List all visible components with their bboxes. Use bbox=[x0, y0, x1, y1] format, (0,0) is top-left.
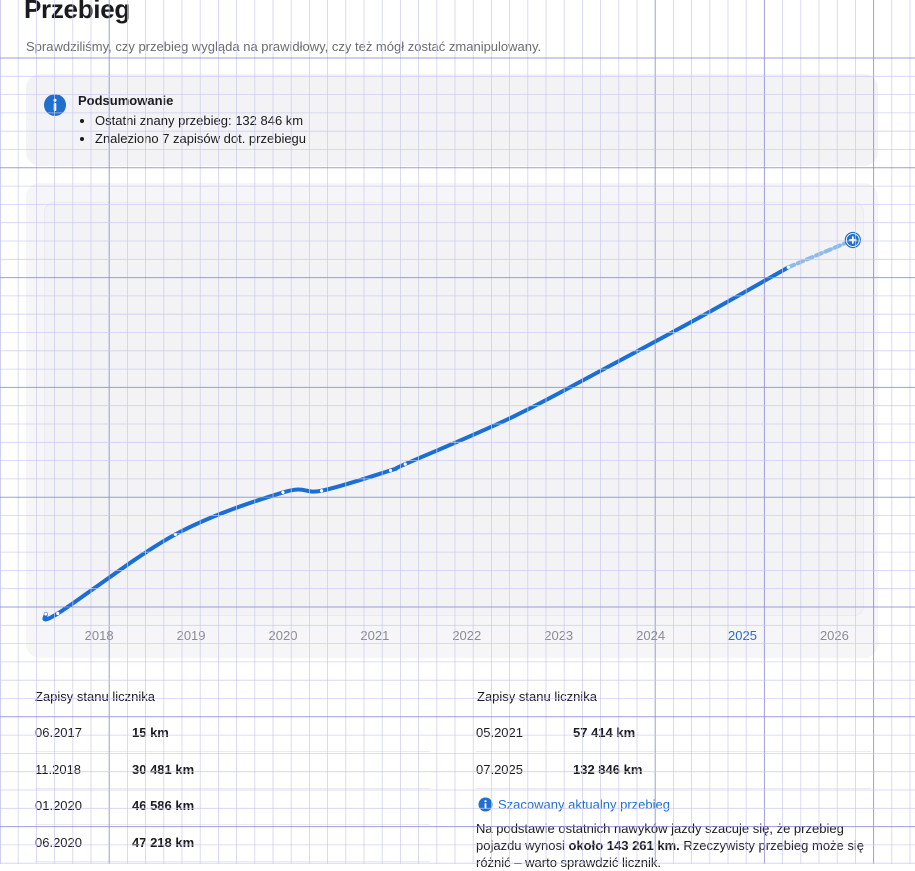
x-axis-tick-label: 2026 bbox=[820, 628, 849, 643]
mileage-chart-plot-area bbox=[44, 202, 864, 616]
estimate-text-before: Na podstawie ostatnich nawyków jazdy sza… bbox=[476, 821, 844, 853]
summary-item-last-mileage: Ostatni znany przebieg: 132 846 km bbox=[95, 112, 306, 130]
record-date: 05.2021 bbox=[476, 725, 523, 740]
left-record-row: 01.2020 46 586 km bbox=[35, 788, 430, 825]
mileage-record-point[interactable] bbox=[281, 490, 285, 494]
x-axis-tick-label: 2025 bbox=[728, 628, 757, 643]
mileage-record-point[interactable] bbox=[786, 265, 791, 269]
mileage-series-line bbox=[42, 265, 791, 622]
record-mileage: 30 481 km bbox=[132, 761, 195, 777]
x-axis-tick-label: 2023 bbox=[544, 628, 573, 643]
mileage-record-point[interactable] bbox=[388, 468, 393, 473]
mileage-record-point[interactable] bbox=[56, 611, 60, 616]
record-date: 06.2020 bbox=[35, 834, 82, 850]
estimate-point-marker[interactable] bbox=[844, 231, 861, 249]
summary-title: Podsumowanie bbox=[78, 93, 174, 108]
estimate-text-bold: około 143 261 km. bbox=[568, 838, 680, 853]
page-title: Przebieg bbox=[24, 0, 130, 24]
x-axis-tick-label: 2018 bbox=[85, 628, 114, 643]
record-mileage: 132 846 km bbox=[573, 761, 643, 777]
record-mileage: 47 218 km bbox=[132, 834, 195, 850]
record-date: 07.2025 bbox=[476, 761, 523, 777]
records-right-title: Zapisy stanu licznika bbox=[477, 689, 597, 704]
x-axis-tick-label: 2019 bbox=[177, 628, 206, 643]
record-mileage: 46 586 km bbox=[132, 798, 195, 813]
x-axis-tick-label: 2022 bbox=[452, 628, 481, 643]
record-mileage: 57 414 km bbox=[573, 725, 636, 740]
mileage-record-point[interactable] bbox=[44, 612, 48, 616]
record-mileage: 15 km bbox=[132, 725, 169, 740]
record-date: 01.2020 bbox=[35, 798, 82, 813]
summary-box: Podsumowanie Ostatni znany przebieg: 132… bbox=[26, 74, 878, 166]
x-axis-tick-label: 2020 bbox=[269, 628, 298, 643]
record-date: 06.2017 bbox=[35, 725, 82, 740]
x-axis-tick-label: 2021 bbox=[360, 628, 389, 643]
mileage-record-point[interactable] bbox=[173, 532, 178, 537]
left-record-row: 06.2017 15 km bbox=[35, 715, 430, 752]
left-record-row: 11.2018 30 481 km bbox=[35, 752, 430, 789]
estimate-series-line bbox=[786, 238, 855, 270]
mileage-record-point[interactable] bbox=[319, 489, 324, 493]
page-subtitle: Sprawdziliśmy, czy przebieg wygląda na p… bbox=[26, 39, 542, 54]
info-icon bbox=[44, 94, 66, 116]
x-axis-tick-label: 2024 bbox=[636, 628, 665, 643]
record-date: 11.2018 bbox=[35, 761, 82, 777]
left-record-row: 06.2020 47 218 km bbox=[35, 825, 430, 862]
mileage-record-point[interactable] bbox=[403, 462, 407, 466]
records-left-title: Zapisy stanu licznika bbox=[35, 689, 155, 704]
